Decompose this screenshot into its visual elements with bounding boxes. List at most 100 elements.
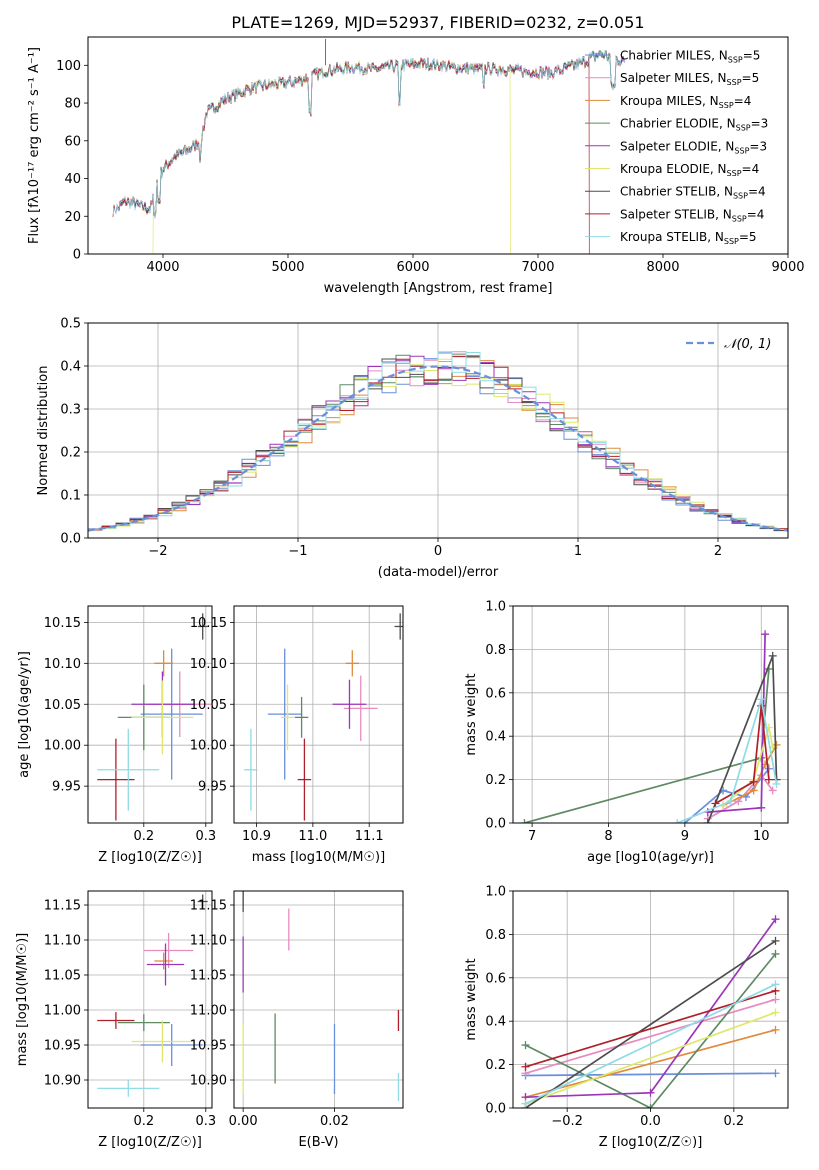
y-axis-label: mass weight [464,673,479,755]
legend-entry-kroupa-miles: Kroupa MILES, NSSP=4 [620,94,751,110]
weight-line-kroupa-elodie [525,1011,776,1105]
weight-line-chabrier-elodie-marker [771,949,780,958]
y-tick-label: 11.10 [44,934,81,949]
errorbar-chabrier-elodie [117,1014,170,1031]
y-tick-label: 40 [64,172,81,187]
y-tick-label: 10.90 [190,1074,227,1089]
x-tick-label: 4000 [146,260,179,275]
weight-line-chabrier-elodie-marker [646,1104,655,1108]
y-tick-label: 10.00 [190,739,227,754]
x-tick-label: 0.2 [723,1114,744,1129]
y-tick-label: 0.0 [60,532,81,547]
y-tick-label: 0.3 [60,403,81,418]
y-tick-label: 0.2 [485,1058,506,1073]
spectrum-line-kroupa-elodie [152,58,511,254]
x-tick-label: 7000 [521,260,554,275]
weight-line-kroupa-miles [525,1029,776,1099]
y-tick-label: 0.2 [485,773,506,788]
weight-line-kroupa-miles-marker [771,1025,780,1034]
y-tick-label: 0.2 [60,446,81,461]
weight-line-kroupa-stelib-marker [771,980,780,989]
x-axis-label: mass [log10(M/M☉)] [252,850,385,865]
plot-area-mass-vs-Z [97,894,208,1097]
errorbar-kroupa-miles [154,952,173,970]
axes-frame [233,605,404,824]
errorbar-kroupa-elodie [131,1020,194,1063]
x-tick-label: 0.2 [133,829,154,844]
axes-frame [233,890,404,1109]
panel-age-vs-Z: 0.2 0.3 9.95 10.00 10.05 10.10 10.15 Z [log10(Z… [17,605,216,865]
y-axis-label: Normed distribution [36,366,51,496]
errorbar-kroupa-stelib [97,1080,160,1097]
x-tick-label: 0.3 [195,1114,216,1129]
x-tick-label: 7 [528,829,536,844]
x-axis-label: (data-model)/error [378,565,499,580]
plot-area-spectrum [112,38,626,254]
weight-line-salpeter-miles-marker [768,786,777,795]
x-tick-label: 10.9 [242,829,271,844]
errorbar-chabrier-miles [140,648,203,780]
weight-line-chabrier-stelib-marker [771,936,780,945]
y-axis-label: mass [log10(M/M☉)] [15,933,30,1066]
weight-line-salpeter-stelib-marker [764,775,773,784]
y-tick-label: 11.15 [44,899,81,914]
weight-line-salpeter-elodie-marker [646,1088,655,1097]
axes-frame [512,605,789,824]
plot-area-mass-vs-ebv [242,891,400,1101]
errorbar-kroupa-stelib [244,728,258,811]
y-tick-label: 10.10 [44,657,81,672]
y-axis-label: mass weight [464,958,479,1040]
axes-frame [87,890,213,1109]
y-tick-label: 20 [64,210,81,225]
plot-area-weight-vs-Z [521,915,780,1108]
weight-line-chabrier-stelib-marker [703,819,712,823]
legend-entry-normal: 𝒩(0, 1) [724,337,771,352]
legend-entry-salpeter-elodie: Salpeter ELODIE, NSSP=3 [620,139,767,155]
axes-frame [87,605,213,824]
x-tick-label: 0.02 [320,1114,349,1129]
y-tick-label: 0.6 [485,686,506,701]
y-tick-label: 10.15 [190,616,227,631]
spectrum-line-salpeter-stelib [112,56,590,254]
y-tick-label: 80 [64,97,81,112]
y-tick-label: 0.5 [60,317,81,332]
panel-weight-vs-Z: −0.2 0.0 0.2 0.0 0.2 0.4 0.6 0.8 1.0 Z [log10(Z/Z… [464,885,789,1150]
weight-line-salpeter-elodie-marker [757,803,766,812]
weight-line-salpeter-stelib-marker [521,1062,530,1071]
panel-mass-vs-Z: 0.2 0.3 10.90 10.95 11.00 11.05 11.10 11.15 Z [l… [15,890,216,1150]
weight-line-chabrier-stelib [525,940,776,1108]
weight-line-salpeter-elodie-marker [771,915,780,924]
x-tick-label: 0.0 [640,1114,661,1129]
y-tick-label: 10.05 [44,698,81,713]
y-tick-label: 11.15 [190,899,227,914]
weight-line-kroupa-stelib-marker [757,695,766,704]
histogram-kroupa-stelib [88,351,788,530]
plot-area-age-vs-Z [97,613,211,821]
plot-area-residuals [88,351,788,532]
panel-age-vs-mass: 10.9 11.0 11.1 9.95 10.00 10.05 10.10 10.15 mass… [190,605,404,865]
x-axis-label: wavelength [Angstrom, rest frame] [324,281,553,296]
panel-residuals: −2 −1 0 1 2 0.0 0.1 0.2 0.3 0.4 0.5 (data-model)/er… [36,317,789,580]
y-axis-label: Flux [fλ10⁻¹⁷ erg cm⁻² s⁻¹ A⁻¹] [27,47,42,244]
errorbar-kroupa-stelib [97,728,160,811]
weight-line-chabrier-miles-marker [771,1069,780,1078]
errorbar-salpeter-stelib [97,1012,135,1029]
panel-weight-vs-age: 7 8 9 10 0.0 0.2 0.4 0.6 0.8 1.0 age [log10(age/yr… [464,600,789,865]
errorbar-chabrier-stelib [197,894,208,909]
errorbar-chabrier-miles [267,648,302,780]
x-tick-label: 0.3 [195,829,216,844]
axes-frame [512,890,789,1109]
y-tick-label: 0.0 [485,817,506,832]
legend-entry-kroupa-elodie: Kroupa ELODIE, NSSP=4 [620,162,759,178]
y-tick-label: 10.95 [44,1039,81,1054]
x-axis-label: Z [log10(Z/Z☉)] [98,1135,202,1150]
errorbar-salpeter-elodie [332,679,367,729]
weight-line-kroupa-stelib-marker [673,819,682,823]
y-tick-label: 10.10 [190,657,227,672]
weight-line-kroupa-elodie-marker [771,1008,780,1017]
x-tick-label: −2 [148,544,167,559]
figure-title: PLATE=1269, MJD=52937, FIBERID=0232, z=0… [231,13,644,32]
weight-line-kroupa-miles-marker [749,786,758,795]
weight-line-chabrier-elodie [525,953,777,1108]
